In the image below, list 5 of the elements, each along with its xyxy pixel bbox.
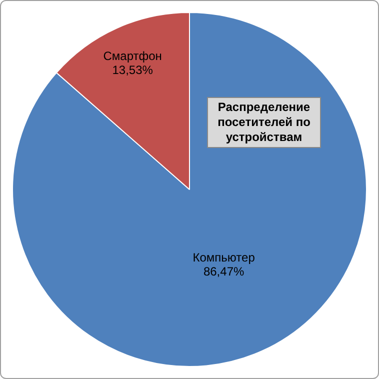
slice-label: Смартфон: [103, 49, 162, 64]
text: Распределение посетителей по устройствам: [207, 97, 321, 148]
data-label: 13,53%: [112, 63, 154, 78]
slice-label: Компьютер: [192, 250, 256, 265]
data-label: 86,47%: [203, 264, 244, 279]
